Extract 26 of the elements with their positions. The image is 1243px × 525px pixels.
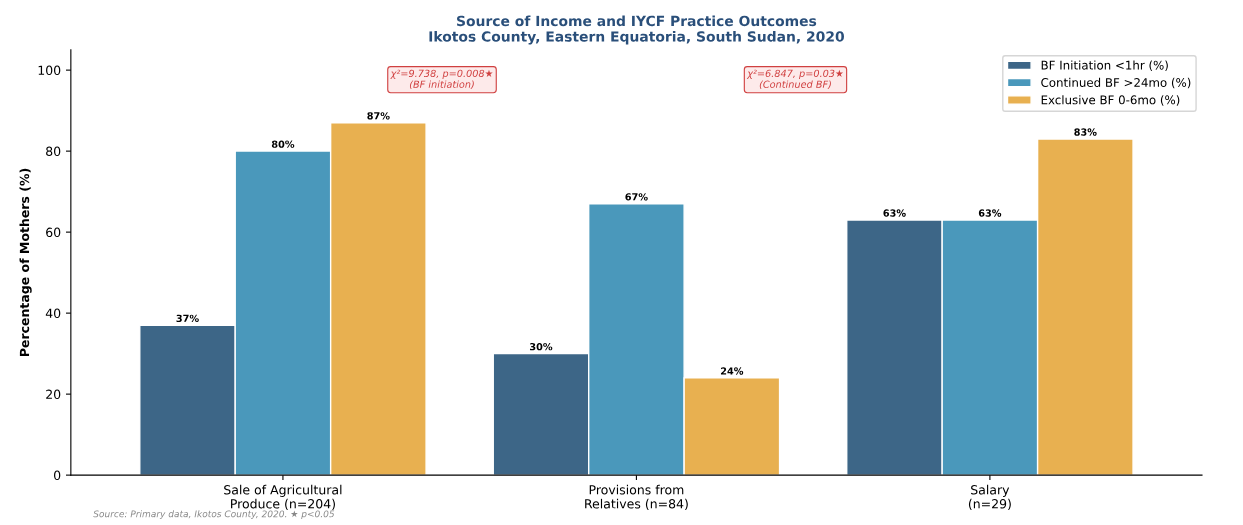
data-label: 63% <box>978 209 1002 217</box>
y-tick-label: 80 <box>46 146 61 157</box>
x-tick-label: Provisions from Relatives (n=84) <box>585 484 688 510</box>
chart-title: Source of Income and IYCF Practice Outcomes Ikotos County, Eastern Equatoria, South Sudan, 2020 <box>429 15 844 45</box>
y-tick-label: 20 <box>46 389 61 400</box>
source-note: Source: Primary data, Ikotos County, 2020. ★ p<0.05 <box>93 510 335 519</box>
data-label: 87% <box>367 112 390 120</box>
legend-label: Continued BF >24mo (%) <box>1041 77 1191 89</box>
data-label: 63% <box>883 209 906 217</box>
x-tick-label: Salary (n=29) <box>968 484 1011 510</box>
annotation: χ²=9.738, p=0.008★ (BF initiation) <box>390 69 493 90</box>
data-label: 37% <box>176 314 199 322</box>
legend-label: BF Initiation <1hr (%) <box>1041 60 1168 72</box>
data-label: 83% <box>1074 128 1097 136</box>
data-label: 24% <box>720 367 744 375</box>
y-axis-title: Percentage of Mothers (%) <box>19 168 32 357</box>
data-label: 30% <box>529 343 553 351</box>
legend-label: Exclusive BF 0-6mo (%) <box>1041 95 1180 106</box>
x-tick-label: Sale of Agricultural Produce (n=204) <box>224 484 342 510</box>
y-tick-label: 40 <box>45 308 61 319</box>
data-label: 67% <box>625 193 648 201</box>
y-tick-label: 60 <box>46 227 61 238</box>
y-tick-label: 100 <box>38 65 61 76</box>
y-tick-label: 0 <box>54 470 61 481</box>
data-label: 80% <box>271 140 295 148</box>
annotation: χ²=6.847, p=0.03★ (Continued BF) <box>746 69 844 90</box>
